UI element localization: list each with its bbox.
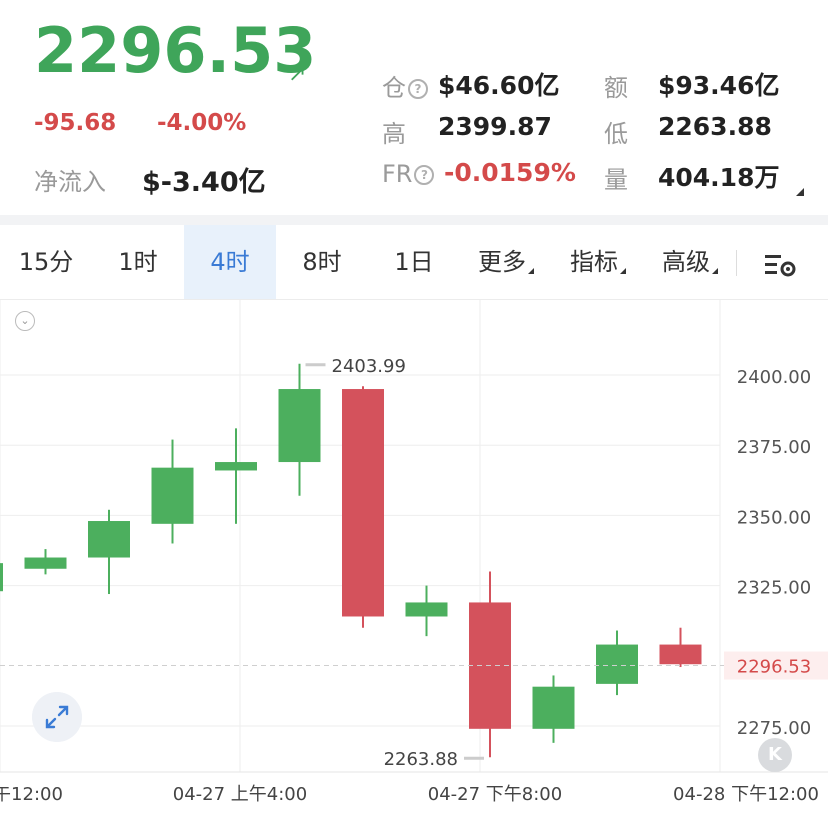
funding-rate-value: -0.0159%	[444, 158, 576, 187]
funding-rate-label: FR?	[382, 160, 435, 188]
tab-8h[interactable]: 8时	[302, 248, 342, 276]
low-value: 2263.88	[658, 112, 772, 141]
interval-tabs: 15分 1时 4时 8时 1日 更多 指标 高级	[0, 225, 828, 300]
expand-stats-icon[interactable]	[796, 188, 804, 196]
y-tick-label: 2350.00	[737, 507, 811, 528]
candle-body	[532, 686, 575, 729]
current-price-label: 2296.53	[737, 657, 811, 678]
price-change-percent: -4.00%	[157, 110, 247, 136]
open-interest-label: 仓?	[382, 68, 428, 103]
net-inflow-value: $-3.40亿	[142, 167, 266, 198]
last-price: 2296.53	[34, 14, 317, 87]
section-divider	[0, 215, 828, 225]
candle-body	[215, 462, 257, 471]
candle-body	[596, 644, 638, 684]
tab-1h[interactable]: 1时	[118, 248, 158, 276]
tab-separator	[736, 250, 737, 276]
candle-body	[151, 467, 194, 524]
y-tick-label: 2325.00	[737, 578, 811, 599]
price-change: -95.68	[34, 110, 117, 136]
tab-1d[interactable]: 1日	[394, 248, 434, 276]
open-interest-value: $46.60亿	[438, 71, 560, 100]
low-label: 低	[604, 120, 628, 148]
tab-advanced[interactable]: 高级	[644, 225, 736, 299]
y-tick-label: 2275.00	[737, 718, 811, 739]
info-icon[interactable]: ?	[408, 79, 428, 99]
expand-icon[interactable]	[32, 692, 82, 742]
net-inflow-label: 净流入	[34, 168, 106, 196]
candle-body	[659, 644, 702, 665]
candle-body	[278, 389, 321, 463]
settings-icon[interactable]	[764, 252, 798, 278]
turnover-label: 额	[604, 74, 628, 102]
x-tick-label: 下午12:00	[0, 784, 63, 805]
candle-body	[405, 602, 448, 617]
candle-body	[24, 557, 67, 569]
y-tick-label: 2400.00	[737, 367, 811, 388]
volume-label: 量	[604, 166, 628, 194]
candlestick-chart[interactable]: 2400.00 2375.00 2350.00 2325.00 2275.00 2403.…	[0, 300, 828, 826]
ticker-header: 2296.53 ↗ -95.68 -4.00% 净流入 $-3.40亿 仓? $…	[0, 0, 828, 215]
turnover-value: $93.46亿	[658, 71, 780, 100]
scroll-to-latest-icon[interactable]: K	[758, 738, 792, 772]
tab-4h[interactable]: 4时	[184, 225, 276, 299]
x-tick-label: 04-27 下午8:00	[428, 784, 562, 805]
volume-value: 404.18万	[658, 163, 780, 192]
tab-more[interactable]: 更多	[460, 225, 552, 299]
high-label: 高	[382, 120, 406, 148]
info-icon[interactable]: ?	[414, 165, 435, 185]
candle-body	[0, 563, 3, 592]
arrow-up-right-icon: ↗	[288, 62, 307, 87]
collapse-icon[interactable]: ⌄	[15, 311, 35, 331]
high-value: 2399.87	[438, 112, 552, 141]
current-price-tag	[724, 651, 828, 680]
max-price-label: 2403.99	[332, 356, 406, 377]
tab-indicators[interactable]: 指标	[552, 225, 644, 299]
tab-15m[interactable]: 15分	[18, 248, 74, 276]
x-tick-label: 04-28 下午12:00	[673, 784, 819, 805]
candle-body	[88, 521, 130, 558]
min-price-label: 2263.88	[384, 749, 458, 770]
y-tick-label: 2375.00	[737, 437, 811, 458]
x-tick-label: 04-27 上午4:00	[173, 784, 307, 805]
candle-body	[342, 389, 384, 617]
